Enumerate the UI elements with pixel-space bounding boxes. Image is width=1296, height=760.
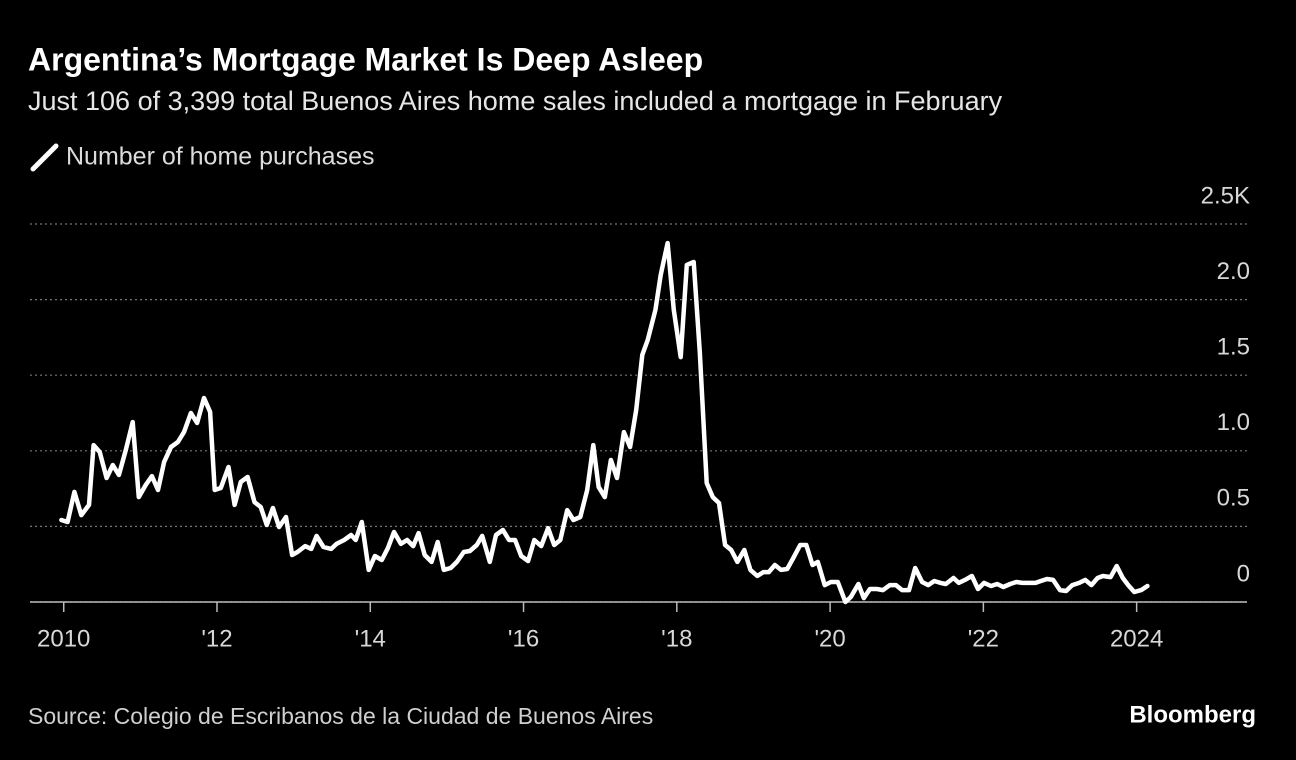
y-tick-label: 0.5	[1217, 485, 1250, 512]
legend-label: Number of home purchases	[66, 143, 374, 171]
x-tick-label: 2010	[37, 625, 90, 652]
x-tick-label: 2024	[1110, 625, 1163, 652]
chart-subtitle: Just 106 of 3,399 total Buenos Aires hom…	[28, 86, 1003, 116]
x-tick-label: '16	[508, 625, 539, 652]
x-tick-label: '12	[201, 625, 232, 652]
x-tick-label: '18	[661, 625, 692, 652]
y-tick-label: 0	[1237, 560, 1250, 587]
y-tick-label: 2.5K	[1201, 182, 1250, 209]
brand: Bloomberg	[1129, 701, 1256, 728]
y-tick-label: 2.0	[1217, 258, 1250, 285]
x-tick-label: '14	[355, 625, 386, 652]
x-tick-label: '20	[814, 625, 845, 652]
x-tick-label: '22	[968, 625, 999, 652]
y-tick-label: 1.0	[1217, 409, 1250, 436]
y-tick-label: 1.5	[1217, 334, 1250, 361]
data-line	[59, 240, 1150, 605]
legend-swatch	[30, 143, 59, 172]
source: Source: Colegio de Escribanos de la Ciud…	[28, 703, 653, 729]
chart-title: Argentina’s Mortgage Market Is Deep Asle…	[28, 41, 703, 77]
